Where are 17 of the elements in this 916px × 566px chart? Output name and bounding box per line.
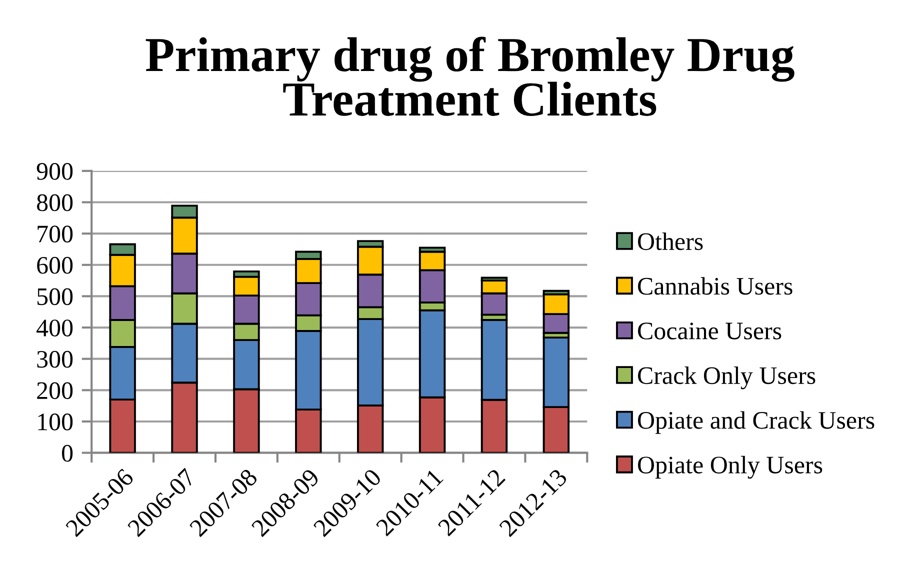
legend-label: Cannabis Users — [638, 277, 792, 295]
y-tick-label: 400 — [36, 320, 73, 336]
y-tick-label: 100 — [38, 414, 73, 430]
y-tick-label: 500 — [38, 288, 73, 306]
y-tick-label: 200 — [37, 382, 73, 400]
chart-title: Primary drug of Bromley Drug Treatment Clients — [146, 36, 794, 116]
y-tick-label: 600 — [37, 256, 73, 274]
legend-label: Others — [638, 232, 703, 250]
y-tick-label: 800 — [37, 194, 73, 212]
y-tick-label: 900 — [36, 162, 73, 180]
legend-label: Opiate Only Users — [638, 456, 822, 479]
legend-label: Cocaine Users — [638, 322, 782, 340]
y-tick-label: 0 — [62, 444, 73, 462]
legend-label: Crack Only Users — [638, 366, 816, 390]
y-tick-label: 700 — [38, 226, 73, 242]
y-tick-label: 300 — [37, 350, 73, 368]
legend-label: Opiate and Crack Users — [638, 411, 874, 434]
